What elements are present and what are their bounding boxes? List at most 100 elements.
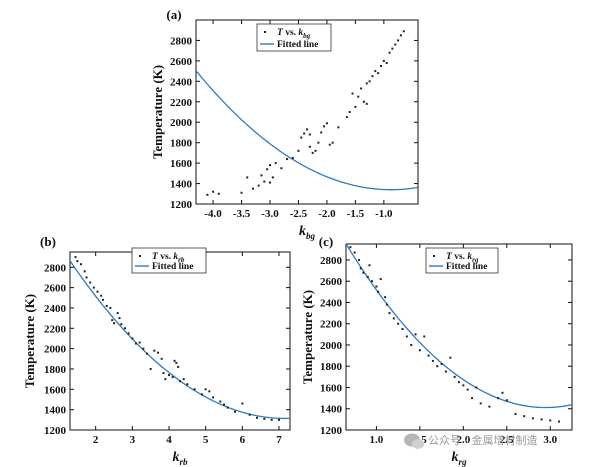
y-tick-label: 2600 [320,276,343,288]
y-axis-label: Temperature (K) [22,294,37,388]
x-tick-label: 2 [93,434,99,446]
legend-label-scatter: T vs. kbg [277,28,311,40]
data-point [385,61,388,64]
data-point [153,349,156,352]
data-point [241,402,244,405]
data-point [488,405,491,408]
y-axis-label: Temperature (K) [300,290,315,384]
legend-box [256,23,332,52]
legend-label-var: T [446,252,453,262]
x-tick-label: 4 [166,434,172,446]
x-axis-label-subscript: bg [306,231,316,241]
y-tick-label: 1800 [320,361,343,373]
data-point [135,342,137,345]
data-point [271,176,274,179]
legend-label-fitted: Fitted line [446,262,487,272]
data-point [431,359,434,362]
data-point [116,312,119,315]
data-point [179,380,181,383]
data-point [219,400,222,403]
data-point [414,333,417,336]
data-point [83,270,86,273]
data-point [303,132,306,135]
y-tick-label: 2800 [320,255,343,267]
data-point [246,176,249,179]
data-point [164,378,167,381]
x-axis-label: kbg [299,224,316,241]
data-point [105,304,108,307]
data-point [208,390,211,393]
legend-label-subscript: rg [472,256,479,264]
data-point [374,70,377,73]
data-point [453,375,456,378]
x-tick-label: 1.0 [370,434,384,446]
data-point [394,43,397,46]
data-point [100,294,103,297]
x-tick-label: 7 [276,434,282,446]
legend-label-fitted: Fitted line [152,262,193,272]
data-point [120,323,123,326]
data-point [401,328,404,331]
data-point [359,267,362,270]
data-point [240,191,243,194]
legend-label-subscript: bg [303,32,311,40]
legend-label-var: T [152,252,159,262]
legend-marker-point [433,255,435,257]
data-point [74,256,77,259]
data-point [138,341,141,344]
data-point [109,306,112,309]
chart-panel-a: 1200 1400 1600 1800 2000 2200 2400 2600 2800 -4.0… [150,7,419,241]
x-tick-label: -2.5 [290,208,308,220]
plot-frame [69,251,291,431]
legend-label-fitted: Fitted line [277,40,318,50]
x-axis-label-main: k [172,450,179,465]
x-tick-label: 3.0 [543,434,557,446]
data-point [171,376,174,379]
data-point [223,403,225,406]
legend-label-vs: vs. [158,252,174,262]
y-tick-label: 1400 [320,404,343,416]
data-point [80,263,82,266]
data-point [351,92,354,95]
data-point [392,317,395,320]
data-point [531,417,534,420]
data-point [193,388,196,391]
x-tick-label: 5 [203,434,209,446]
data-point [168,374,170,377]
data-point [379,278,382,281]
chat-bubble-icon [404,433,424,449]
fitted-line [346,244,572,409]
data-point [410,343,413,346]
data-point [384,296,387,299]
data-point [349,246,352,249]
data-point [557,420,560,423]
data-point [331,141,334,144]
x-tick-label: -3.5 [233,208,251,220]
y-tick-label: 1200 [44,425,67,437]
data-point [111,319,114,322]
legend-marker-point [264,31,266,33]
data-point [212,190,215,193]
data-point [471,397,474,400]
x-axis-label-subscript: rg [458,457,467,467]
data-point [475,386,478,389]
data-point [160,357,163,360]
data-point [388,51,391,54]
data-point [427,354,430,357]
legend-box [425,247,499,274]
y-tick-label: 1600 [170,158,193,170]
plot-frame [195,19,419,205]
watermark-text: 公众号 · 金属增材制造 [428,433,538,447]
data-point [397,39,400,42]
data-point [266,168,269,171]
data-point [360,87,363,90]
panel-label: (c) [319,234,333,249]
data-point [523,415,526,418]
legend-box [131,247,207,274]
x-axis-label-main: k [451,450,458,465]
data-point [102,298,104,301]
data-point [320,131,323,134]
data-point [444,370,447,373]
data-point [96,290,99,293]
